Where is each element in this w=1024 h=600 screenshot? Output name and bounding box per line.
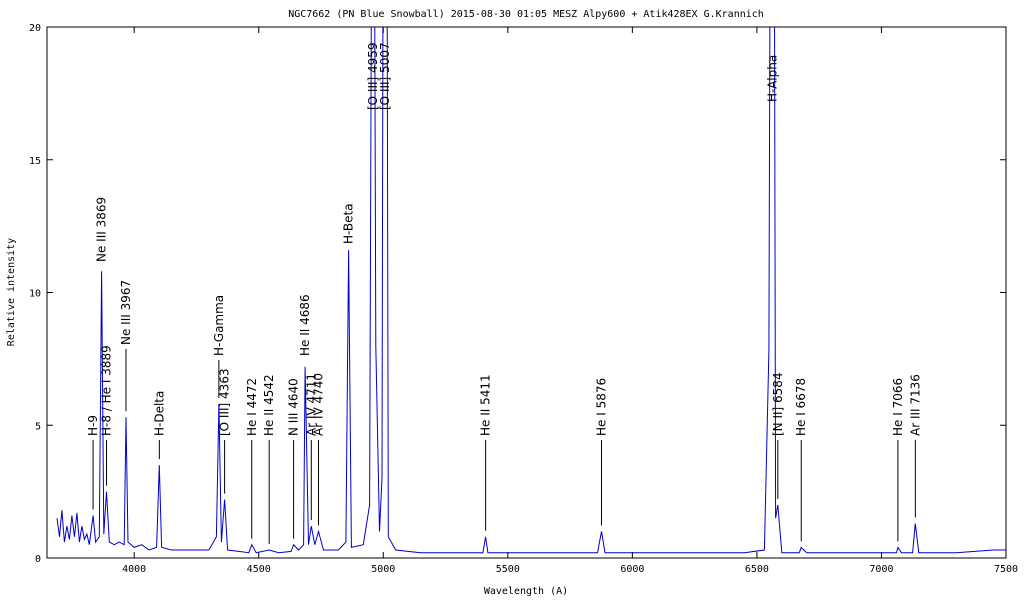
line-label: He II 5411 xyxy=(479,374,493,436)
x-tick-label: 6500 xyxy=(745,564,769,575)
y-tick-label: 20 xyxy=(29,23,41,34)
line-label: Ar III 7136 xyxy=(908,374,922,436)
line-label: He I 7066 xyxy=(891,378,905,436)
line-label: Ar IV 4740 xyxy=(312,373,326,436)
x-tick-label: 6000 xyxy=(620,564,644,575)
line-label: [O III] 5007 xyxy=(378,42,392,110)
line-label: He I 4472 xyxy=(245,378,259,436)
x-tick-label: 7000 xyxy=(869,564,893,575)
line-label: H-Gamma xyxy=(212,295,226,356)
x-axis-label: Wavelength (A) xyxy=(484,586,568,597)
line-label: H-Delta xyxy=(152,391,166,436)
line-label: [O III] 4959 xyxy=(366,42,380,110)
x-tick-label: 5500 xyxy=(496,564,520,575)
x-tick-label: 5000 xyxy=(371,564,395,575)
line-label: N III 4640 xyxy=(287,378,301,436)
y-tick-label: 0 xyxy=(35,554,41,565)
line-label: H-Beta xyxy=(342,203,356,244)
chart-title: NGC7662 (PN Blue Snowball) 2015-08-30 01… xyxy=(288,9,764,20)
line-label: Ne III 3967 xyxy=(119,280,133,345)
line-label: He II 4686 xyxy=(298,294,312,356)
line-label: [N II] 6584 xyxy=(771,372,785,436)
line-label: He I 6678 xyxy=(794,378,808,436)
line-label: Ar IV 4711 xyxy=(304,373,318,436)
line-label: He II 4542 xyxy=(262,374,276,436)
y-tick-label: 5 xyxy=(35,421,41,432)
line-label: H-8 / He I 3889 xyxy=(100,345,114,436)
x-tick-label: 7500 xyxy=(994,564,1018,575)
y-tick-label: 10 xyxy=(29,289,41,300)
line-label: Ne III 3869 xyxy=(95,197,109,262)
line-label: [O III] 4363 xyxy=(218,368,232,436)
y-tick-label: 15 xyxy=(29,156,41,167)
y-axis-label: Relative intensity xyxy=(6,238,17,346)
spectrum-line xyxy=(56,27,1006,554)
line-label: He I 5876 xyxy=(594,378,608,436)
x-tick-label: 4500 xyxy=(247,564,271,575)
x-tick-label: 4000 xyxy=(122,564,146,575)
plot-frame xyxy=(46,26,1007,559)
line-label: H-Alpha xyxy=(766,55,780,102)
line-label: H-9 xyxy=(86,415,100,436)
